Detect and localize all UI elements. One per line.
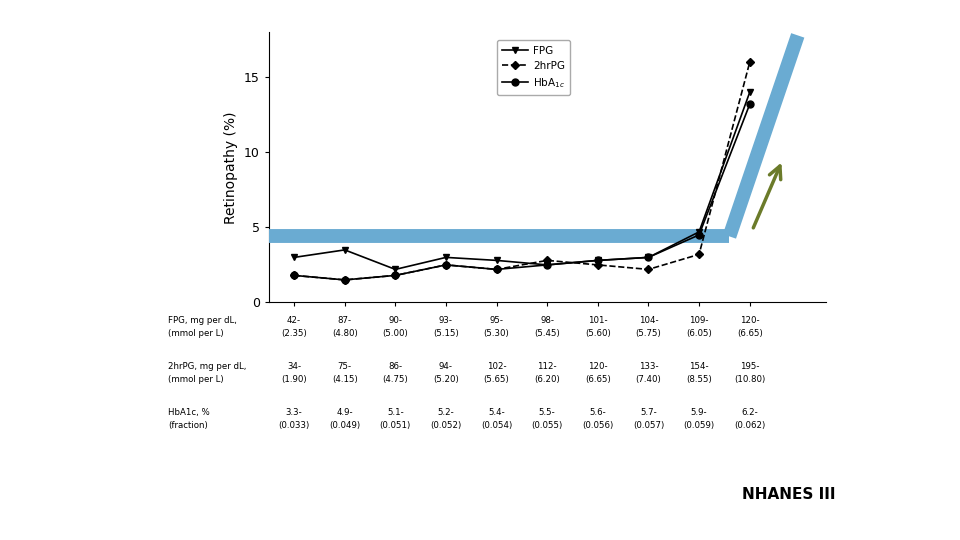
Text: 112-: 112-: [538, 362, 557, 371]
Text: 102-: 102-: [487, 362, 506, 371]
Text: (0.051): (0.051): [380, 421, 411, 430]
Text: 133-: 133-: [638, 362, 659, 371]
Text: (5.65): (5.65): [484, 375, 510, 384]
Text: 95-: 95-: [490, 316, 504, 325]
Y-axis label: Retinopathy (%): Retinopathy (%): [225, 111, 238, 224]
Text: NHANES III: NHANES III: [742, 487, 835, 502]
Text: 42-: 42-: [287, 316, 301, 325]
Text: (fraction): (fraction): [168, 421, 207, 430]
Text: 34-: 34-: [287, 362, 301, 371]
Text: (5.15): (5.15): [433, 329, 459, 339]
Text: (5.20): (5.20): [433, 375, 459, 384]
Text: 5.5-: 5.5-: [539, 408, 556, 417]
Text: 93-: 93-: [439, 316, 453, 325]
Text: 5.6-: 5.6-: [589, 408, 606, 417]
Text: (6.65): (6.65): [736, 329, 762, 339]
Text: (0.054): (0.054): [481, 421, 513, 430]
Text: (4.80): (4.80): [332, 329, 358, 339]
Text: (mmol per L): (mmol per L): [168, 375, 224, 384]
Text: 154-: 154-: [689, 362, 708, 371]
Text: FPG, mg per dL,: FPG, mg per dL,: [168, 316, 237, 325]
Text: (0.033): (0.033): [278, 421, 310, 430]
Text: (6.65): (6.65): [585, 375, 611, 384]
Text: 94-: 94-: [439, 362, 453, 371]
Text: 5.1-: 5.1-: [387, 408, 404, 417]
Text: (5.45): (5.45): [535, 329, 560, 339]
Legend: FPG, 2hrPG, HbA$_{1c}$: FPG, 2hrPG, HbA$_{1c}$: [496, 40, 570, 95]
Text: 5.7-: 5.7-: [640, 408, 657, 417]
Text: (5.75): (5.75): [636, 329, 661, 339]
Text: 195-: 195-: [740, 362, 759, 371]
Text: (4.75): (4.75): [382, 375, 408, 384]
Text: 5.2-: 5.2-: [438, 408, 454, 417]
Text: 101-: 101-: [588, 316, 608, 325]
Text: (4.15): (4.15): [332, 375, 358, 384]
Text: (0.049): (0.049): [329, 421, 360, 430]
Text: 75-: 75-: [338, 362, 351, 371]
Text: (0.052): (0.052): [430, 421, 462, 430]
Text: (0.062): (0.062): [734, 421, 765, 430]
Text: 6.2-: 6.2-: [741, 408, 758, 417]
Text: 86-: 86-: [388, 362, 402, 371]
Text: 98-: 98-: [540, 316, 554, 325]
Text: (2.35): (2.35): [281, 329, 307, 339]
Text: 120-: 120-: [588, 362, 608, 371]
Text: (0.059): (0.059): [684, 421, 714, 430]
Text: (8.55): (8.55): [686, 375, 712, 384]
Text: 5.4-: 5.4-: [489, 408, 505, 417]
Text: (0.057): (0.057): [633, 421, 664, 430]
Text: 87-: 87-: [338, 316, 351, 325]
Text: HbA1c, %: HbA1c, %: [168, 408, 209, 417]
Text: 104-: 104-: [638, 316, 659, 325]
Text: 3.3-: 3.3-: [286, 408, 302, 417]
Text: (10.80): (10.80): [734, 375, 765, 384]
Text: (5.30): (5.30): [484, 329, 510, 339]
Text: (6.05): (6.05): [686, 329, 712, 339]
Text: 5.9-: 5.9-: [691, 408, 708, 417]
Text: (6.20): (6.20): [535, 375, 560, 384]
Text: 90-: 90-: [389, 316, 402, 325]
Text: (0.055): (0.055): [532, 421, 563, 430]
Text: 2hrPG, mg per dL,: 2hrPG, mg per dL,: [168, 362, 247, 371]
Text: (5.00): (5.00): [382, 329, 408, 339]
Text: (1.90): (1.90): [281, 375, 307, 384]
Text: (mmol per L): (mmol per L): [168, 329, 224, 339]
Text: (7.40): (7.40): [636, 375, 661, 384]
Text: 120-: 120-: [740, 316, 759, 325]
Text: 4.9-: 4.9-: [336, 408, 353, 417]
Text: (0.056): (0.056): [582, 421, 613, 430]
Text: (5.60): (5.60): [585, 329, 611, 339]
Text: 109-: 109-: [689, 316, 708, 325]
